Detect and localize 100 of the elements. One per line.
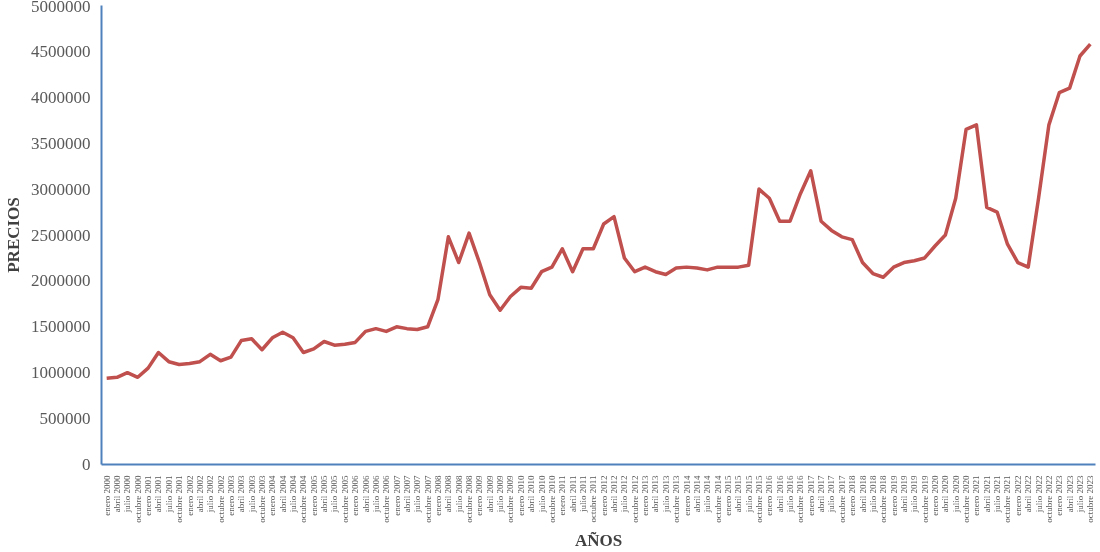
x-tick-label: octubre 2006 bbox=[381, 475, 392, 523]
x-tick-label: enero 2006 bbox=[350, 475, 361, 516]
x-tick-label: octubre 2011 bbox=[588, 475, 599, 523]
x-tick-label: octubre 2009 bbox=[505, 475, 516, 523]
x-tick-label: enero 2007 bbox=[391, 475, 402, 516]
x-tick-label: julio 2012 bbox=[619, 475, 630, 514]
x-tick-label: julio 2007 bbox=[412, 475, 423, 514]
x-tick-label: octubre 2001 bbox=[174, 475, 185, 523]
x-tick-label: abril 2001 bbox=[153, 475, 164, 513]
y-tick-label: 3500000 bbox=[31, 133, 91, 153]
x-tick-label: octubre 2012 bbox=[629, 475, 640, 523]
y-tick-label: 2000000 bbox=[31, 271, 91, 291]
x-tick-label: julio 2003 bbox=[246, 475, 257, 514]
x-tick-label: enero 2009 bbox=[474, 475, 485, 516]
x-tick-label: julio 2015 bbox=[743, 475, 754, 514]
x-tick-label: julio 2000 bbox=[122, 475, 133, 514]
x-tick-label: octubre 2023 bbox=[1085, 475, 1096, 523]
x-tick-label: enero 2014 bbox=[681, 475, 692, 516]
x-tick-label: octubre 2015 bbox=[753, 475, 764, 523]
x-tick-label: julio 2020 bbox=[950, 475, 961, 514]
x-tick-label: julio 2017 bbox=[826, 475, 837, 514]
x-tick-label: octubre 2020 bbox=[961, 475, 972, 523]
x-tick-label: julio 2018 bbox=[867, 475, 878, 514]
y-tick-label: 1000000 bbox=[31, 363, 91, 383]
x-tick-label: enero 2005 bbox=[308, 475, 319, 516]
x-tick-label: abril 2006 bbox=[360, 475, 371, 513]
x-tick-label: octubre 2022 bbox=[1043, 475, 1054, 523]
x-tick-label: julio 2011 bbox=[577, 475, 588, 513]
x-tick-label: octubre 2018 bbox=[878, 475, 889, 523]
y-tick-label: 500000 bbox=[39, 409, 91, 429]
x-tick-label: abril 2014 bbox=[691, 475, 702, 513]
line-series bbox=[104, 42, 1093, 380]
x-tick-label: julio 2004 bbox=[288, 475, 299, 514]
x-tick-label: julio 2002 bbox=[205, 475, 216, 514]
x-tick-label: abril 2008 bbox=[443, 475, 454, 513]
x-tick-label: abril 2012 bbox=[609, 475, 620, 513]
x-tick-label: enero 2000 bbox=[101, 475, 112, 516]
x-tick-label: julio 2016 bbox=[785, 475, 796, 514]
x-tick-label: abril 2016 bbox=[774, 475, 785, 513]
x-axis-title: AÑOS bbox=[574, 530, 623, 550]
x-tick-label: octubre 2010 bbox=[546, 475, 557, 523]
x-tick-label: enero 2017 bbox=[805, 475, 816, 516]
x-tick-label: octubre 2017 bbox=[836, 475, 847, 523]
x-tick-label: enero 2003 bbox=[225, 475, 236, 516]
x-tick-label: julio 2013 bbox=[660, 475, 671, 514]
x-tick-label: octubre 2016 bbox=[795, 475, 806, 523]
x-tick-label: abril 2011 bbox=[567, 475, 578, 512]
x-tick-label: julio 2010 bbox=[536, 475, 547, 514]
x-tick-label: julio 2014 bbox=[702, 475, 713, 514]
x-tick-label: abril 2013 bbox=[650, 475, 661, 513]
x-tick-label: julio 2008 bbox=[453, 475, 464, 514]
x-tick-label: octubre 2014 bbox=[712, 475, 723, 523]
y-tick-label: 3000000 bbox=[31, 179, 91, 199]
x-tick-label: abril 2010 bbox=[526, 475, 537, 513]
x-tick-label: abril 2003 bbox=[236, 475, 247, 513]
x-tick-label: octubre 2008 bbox=[464, 475, 475, 523]
x-tick-label: enero 2022 bbox=[1012, 475, 1023, 516]
x-tick-label: enero 2016 bbox=[764, 475, 775, 516]
x-tick-label: abril 2020 bbox=[940, 475, 951, 513]
x-tick-label: abril 2000 bbox=[112, 475, 123, 513]
x-tick-label: octubre 2021 bbox=[1002, 475, 1013, 523]
x-tick-label: julio 2006 bbox=[370, 475, 381, 514]
x-tick-label: abril 2021 bbox=[981, 475, 992, 513]
x-tick-label: enero 2010 bbox=[515, 475, 526, 516]
y-tick-label: 4500000 bbox=[31, 41, 91, 61]
x-tick-label: abril 2022 bbox=[1023, 475, 1034, 513]
x-tick-label: abril 2023 bbox=[1064, 475, 1075, 513]
x-tick-label: octubre 2002 bbox=[215, 475, 226, 523]
x-tick-label: enero 2018 bbox=[847, 475, 858, 516]
y-tick-label: 1500000 bbox=[31, 317, 91, 337]
x-tick-label: octubre 2003 bbox=[256, 475, 267, 523]
x-tick-label: julio 2022 bbox=[1033, 475, 1044, 514]
x-tick-label: julio 2005 bbox=[329, 475, 340, 514]
y-tick-label: 5000000 bbox=[31, 0, 91, 16]
x-tick-label: enero 2002 bbox=[184, 475, 195, 516]
x-tick-label: enero 2013 bbox=[640, 475, 651, 516]
x-tick-label: abril 2004 bbox=[277, 475, 288, 513]
x-tick-label: julio 2001 bbox=[163, 475, 174, 514]
x-tick-label: enero 2020 bbox=[930, 475, 941, 516]
x-tick-label: octubre 2000 bbox=[132, 475, 143, 523]
x-tick-label: enero 2004 bbox=[267, 475, 278, 516]
x-tick-label: enero 2001 bbox=[143, 475, 154, 516]
y-tick-label: 4000000 bbox=[31, 87, 91, 107]
y-axis-title: PRECIOS bbox=[4, 197, 23, 273]
y-tick-label: 0 bbox=[82, 455, 91, 474]
x-tick-label: julio 2021 bbox=[992, 475, 1003, 514]
x-tick-label: enero 2023 bbox=[1054, 475, 1065, 516]
x-tick-label: abril 2009 bbox=[484, 475, 495, 513]
x-tick-label: octubre 2005 bbox=[339, 475, 350, 523]
x-tick-label: enero 2011 bbox=[557, 475, 568, 516]
x-tick-label: enero 2015 bbox=[722, 475, 733, 516]
x-tick-label: octubre 2004 bbox=[298, 475, 309, 523]
x-tick-label: julio 2019 bbox=[909, 475, 920, 514]
x-tick-label: abril 2017 bbox=[816, 475, 827, 513]
x-tick-label: abril 2015 bbox=[733, 475, 744, 513]
x-tick-label: abril 2019 bbox=[898, 475, 909, 513]
x-tick-label: abril 2018 bbox=[857, 475, 868, 513]
x-tick-label: octubre 2019 bbox=[919, 475, 930, 523]
y-tick-label: 2500000 bbox=[31, 225, 91, 245]
x-tick-label: octubre 2013 bbox=[671, 475, 682, 523]
